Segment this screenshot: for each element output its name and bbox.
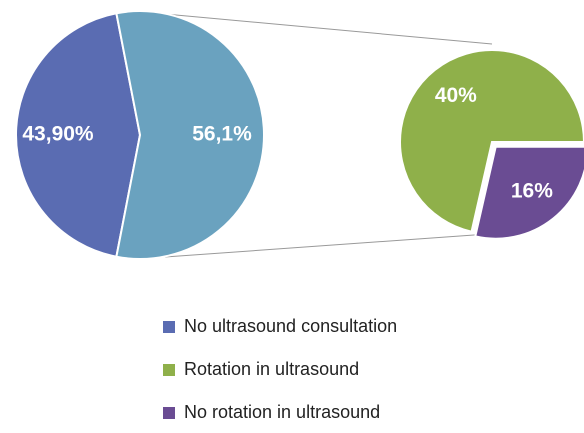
data-label: 16% xyxy=(511,180,553,203)
legend-label: Rotation in ultrasound xyxy=(184,359,359,379)
legend-swatch xyxy=(163,321,175,333)
pie-slice xyxy=(399,49,584,233)
pie-slice xyxy=(115,10,265,260)
data-label: 40% xyxy=(435,84,477,107)
data-label: 43,90% xyxy=(22,123,94,146)
legend-swatch xyxy=(163,407,175,419)
legend-swatch xyxy=(163,364,175,376)
data-label: 56,1% xyxy=(192,123,252,146)
connector-line xyxy=(164,233,489,258)
legend-label: No ultrasound consultation xyxy=(184,316,397,336)
legend-label: No rotation in ultrasound xyxy=(184,402,380,422)
connector-line xyxy=(164,13,493,45)
pie-slice xyxy=(15,12,142,258)
pie-slice xyxy=(474,145,584,240)
